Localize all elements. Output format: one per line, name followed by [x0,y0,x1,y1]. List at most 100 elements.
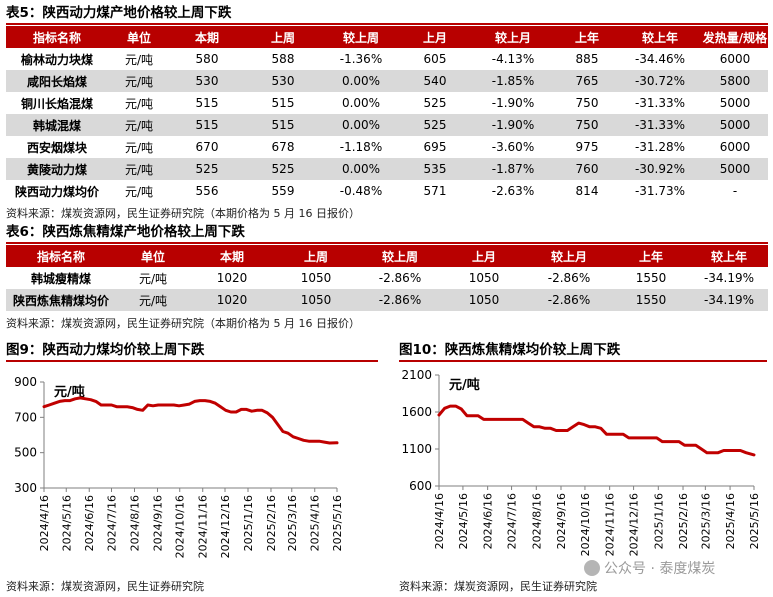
table-cell: 1050 [274,267,358,289]
table5-source: 资料来源：煤炭资源网，民生证券研究院（本期价格为 5 月 16 日报价） [6,207,360,220]
table-cell: 515 [170,114,244,136]
x-tick-label: 2025/2/16 [265,495,278,551]
table-cell: 5000 [702,158,768,180]
header-cell: 指标名称 [6,245,116,267]
table-cell: 元/吨 [108,180,170,202]
x-tick-label: 2025/3/16 [699,493,712,549]
table-cell: 525 [244,158,322,180]
y-axis-label: 元/吨 [449,377,480,393]
table-cell: 540 [400,70,470,92]
table-cell: -31.28% [618,136,702,158]
x-tick-label: 2025/5/16 [331,495,344,551]
chart10: 600 1100 1600 2100 元/吨 2024/4/16 2024/5/16 2024… [401,368,761,556]
table-cell: 695 [400,136,470,158]
y-tick-label: 1100 [401,442,432,456]
table-cell: 515 [244,92,322,114]
price-line [437,404,756,457]
header-cell: 上周 [274,245,358,267]
header-cell: 单位 [116,245,190,267]
table-cell: 元/吨 [108,70,170,92]
y-tick-label: 2100 [401,368,432,382]
x-tick-label: 2024/9/16 [151,495,164,551]
header-cell: 上月 [400,26,470,48]
table-cell: 元/吨 [108,48,170,70]
table-cell: 670 [170,136,244,158]
table-row: 韩城瘦精煤 元/吨 1020 1050 -2.86% 1050 -2.86% 1550 -34.… [6,267,768,289]
row-label: 铜川长焰混煤 [6,92,108,114]
table-cell: 元/吨 [116,267,190,289]
table-cell: 580 [170,48,244,70]
table6-title: 表6：陕西炼焦精煤产地价格较上周下跌 [6,224,245,240]
header-cell: 发热量/规格 [702,26,768,48]
table-cell: 5000 [702,92,768,114]
chart10-title-rule [399,360,767,362]
x-tick-label: 2024/9/16 [555,493,568,549]
table-cell: -1.90% [470,92,556,114]
x-tick-label: 2025/2/16 [677,493,690,549]
row-label: 韩城混煤 [6,114,108,136]
table-cell: 1020 [190,267,274,289]
x-tick-label: 2024/6/16 [482,493,495,549]
x-tick-label: 2024/7/16 [506,493,519,549]
chart10-title: 图10：陕西炼焦精煤均价较上周下跌 [399,342,621,358]
table-cell: -2.86% [358,289,442,311]
table-row: 韩城混煤 元/吨 515 515 0.00% 525 -1.90% 750 -31.33% 500… [6,114,768,136]
y-tick-label: 1600 [401,405,432,419]
header-cell: 单位 [108,26,170,48]
table-cell: -31.73% [618,180,702,202]
x-tick-label: 2025/3/16 [286,495,299,551]
table-cell: 515 [244,114,322,136]
table-cell: 元/吨 [108,92,170,114]
table-cell: -2.86% [526,267,612,289]
table6-title-rule [6,242,768,244]
table-cell: 1050 [442,289,526,311]
table-cell: 975 [556,136,618,158]
table-cell: 6000 [702,48,768,70]
table-cell: 814 [556,180,618,202]
table-cell: 530 [244,70,322,92]
table6: 指标名称 单位 本期 上周 较上周 上月 较上月 上年 较上年 韩城瘦精煤 元/吨 1020 1050… [6,245,768,311]
table-cell: 588 [244,48,322,70]
chart9-title-rule [6,360,378,362]
x-tick-label: 2024/4/16 [433,493,446,549]
price-line [42,396,339,445]
table-cell: 678 [244,136,322,158]
table-cell: -1.85% [470,70,556,92]
table-cell: 525 [170,158,244,180]
table-cell: -30.72% [618,70,702,92]
table5: 指标名称 单位 本期 上周 较上周 上月 较上月 上年 较上年 发热量/规格 榆林动力块煤 元/吨 5… [6,26,768,202]
table-cell: 530 [170,70,244,92]
x-tick-label: 2024/5/16 [60,495,73,551]
table-cell: -2.86% [526,289,612,311]
table-cell: -2.86% [358,267,442,289]
table-cell: -34.46% [618,48,702,70]
table-cell: 1050 [442,267,526,289]
table-cell: 571 [400,180,470,202]
table5-title: 表5：陕西动力煤产地价格较上周下跌 [6,5,232,21]
table-cell: 0.00% [322,70,400,92]
table-cell: -34.19% [690,267,768,289]
table-cell: 元/吨 [108,158,170,180]
watermark: 公众号 · 泰度煤炭 [584,558,715,578]
x-tick-label: 2025/4/16 [309,495,322,551]
x-tick-label: 2025/5/16 [748,493,761,549]
table-cell: 525 [400,92,470,114]
table-cell: 5000 [702,114,768,136]
row-label: 西安烟煤块 [6,136,108,158]
row-label: 黄陵动力煤 [6,158,108,180]
x-tick-label: 2024/6/16 [83,495,96,551]
y-tick-label: 500 [14,446,37,460]
table6-header-row: 指标名称 单位 本期 上周 较上周 上月 较上月 上年 较上年 [6,245,768,267]
table5-header-row: 指标名称 单位 本期 上周 较上周 上月 较上月 上年 较上年 发热量/规格 [6,26,768,48]
table-row: 陕西炼焦精煤均价 元/吨 1020 1050 -2.86% 1050 -2.86% 1550-… [6,289,768,311]
y-tick-label: 700 [14,410,37,424]
row-label: 榆林动力块煤 [6,48,108,70]
table-cell: 515 [170,92,244,114]
table-row: 铜川长焰混煤 元/吨 515 515 0.00% 525 -1.90% 750 -31.33% 5… [6,92,768,114]
x-tick-label: 2024/12/16 [219,495,232,558]
chart10-source: 资料来源：煤炭资源网，民生证券研究院 [399,580,597,593]
chart9-title: 图9：陕西动力煤均价较上周下跌 [6,342,205,358]
table-cell: 885 [556,48,618,70]
x-tick-label: 2024/11/16 [604,493,617,556]
table-cell: -1.18% [322,136,400,158]
